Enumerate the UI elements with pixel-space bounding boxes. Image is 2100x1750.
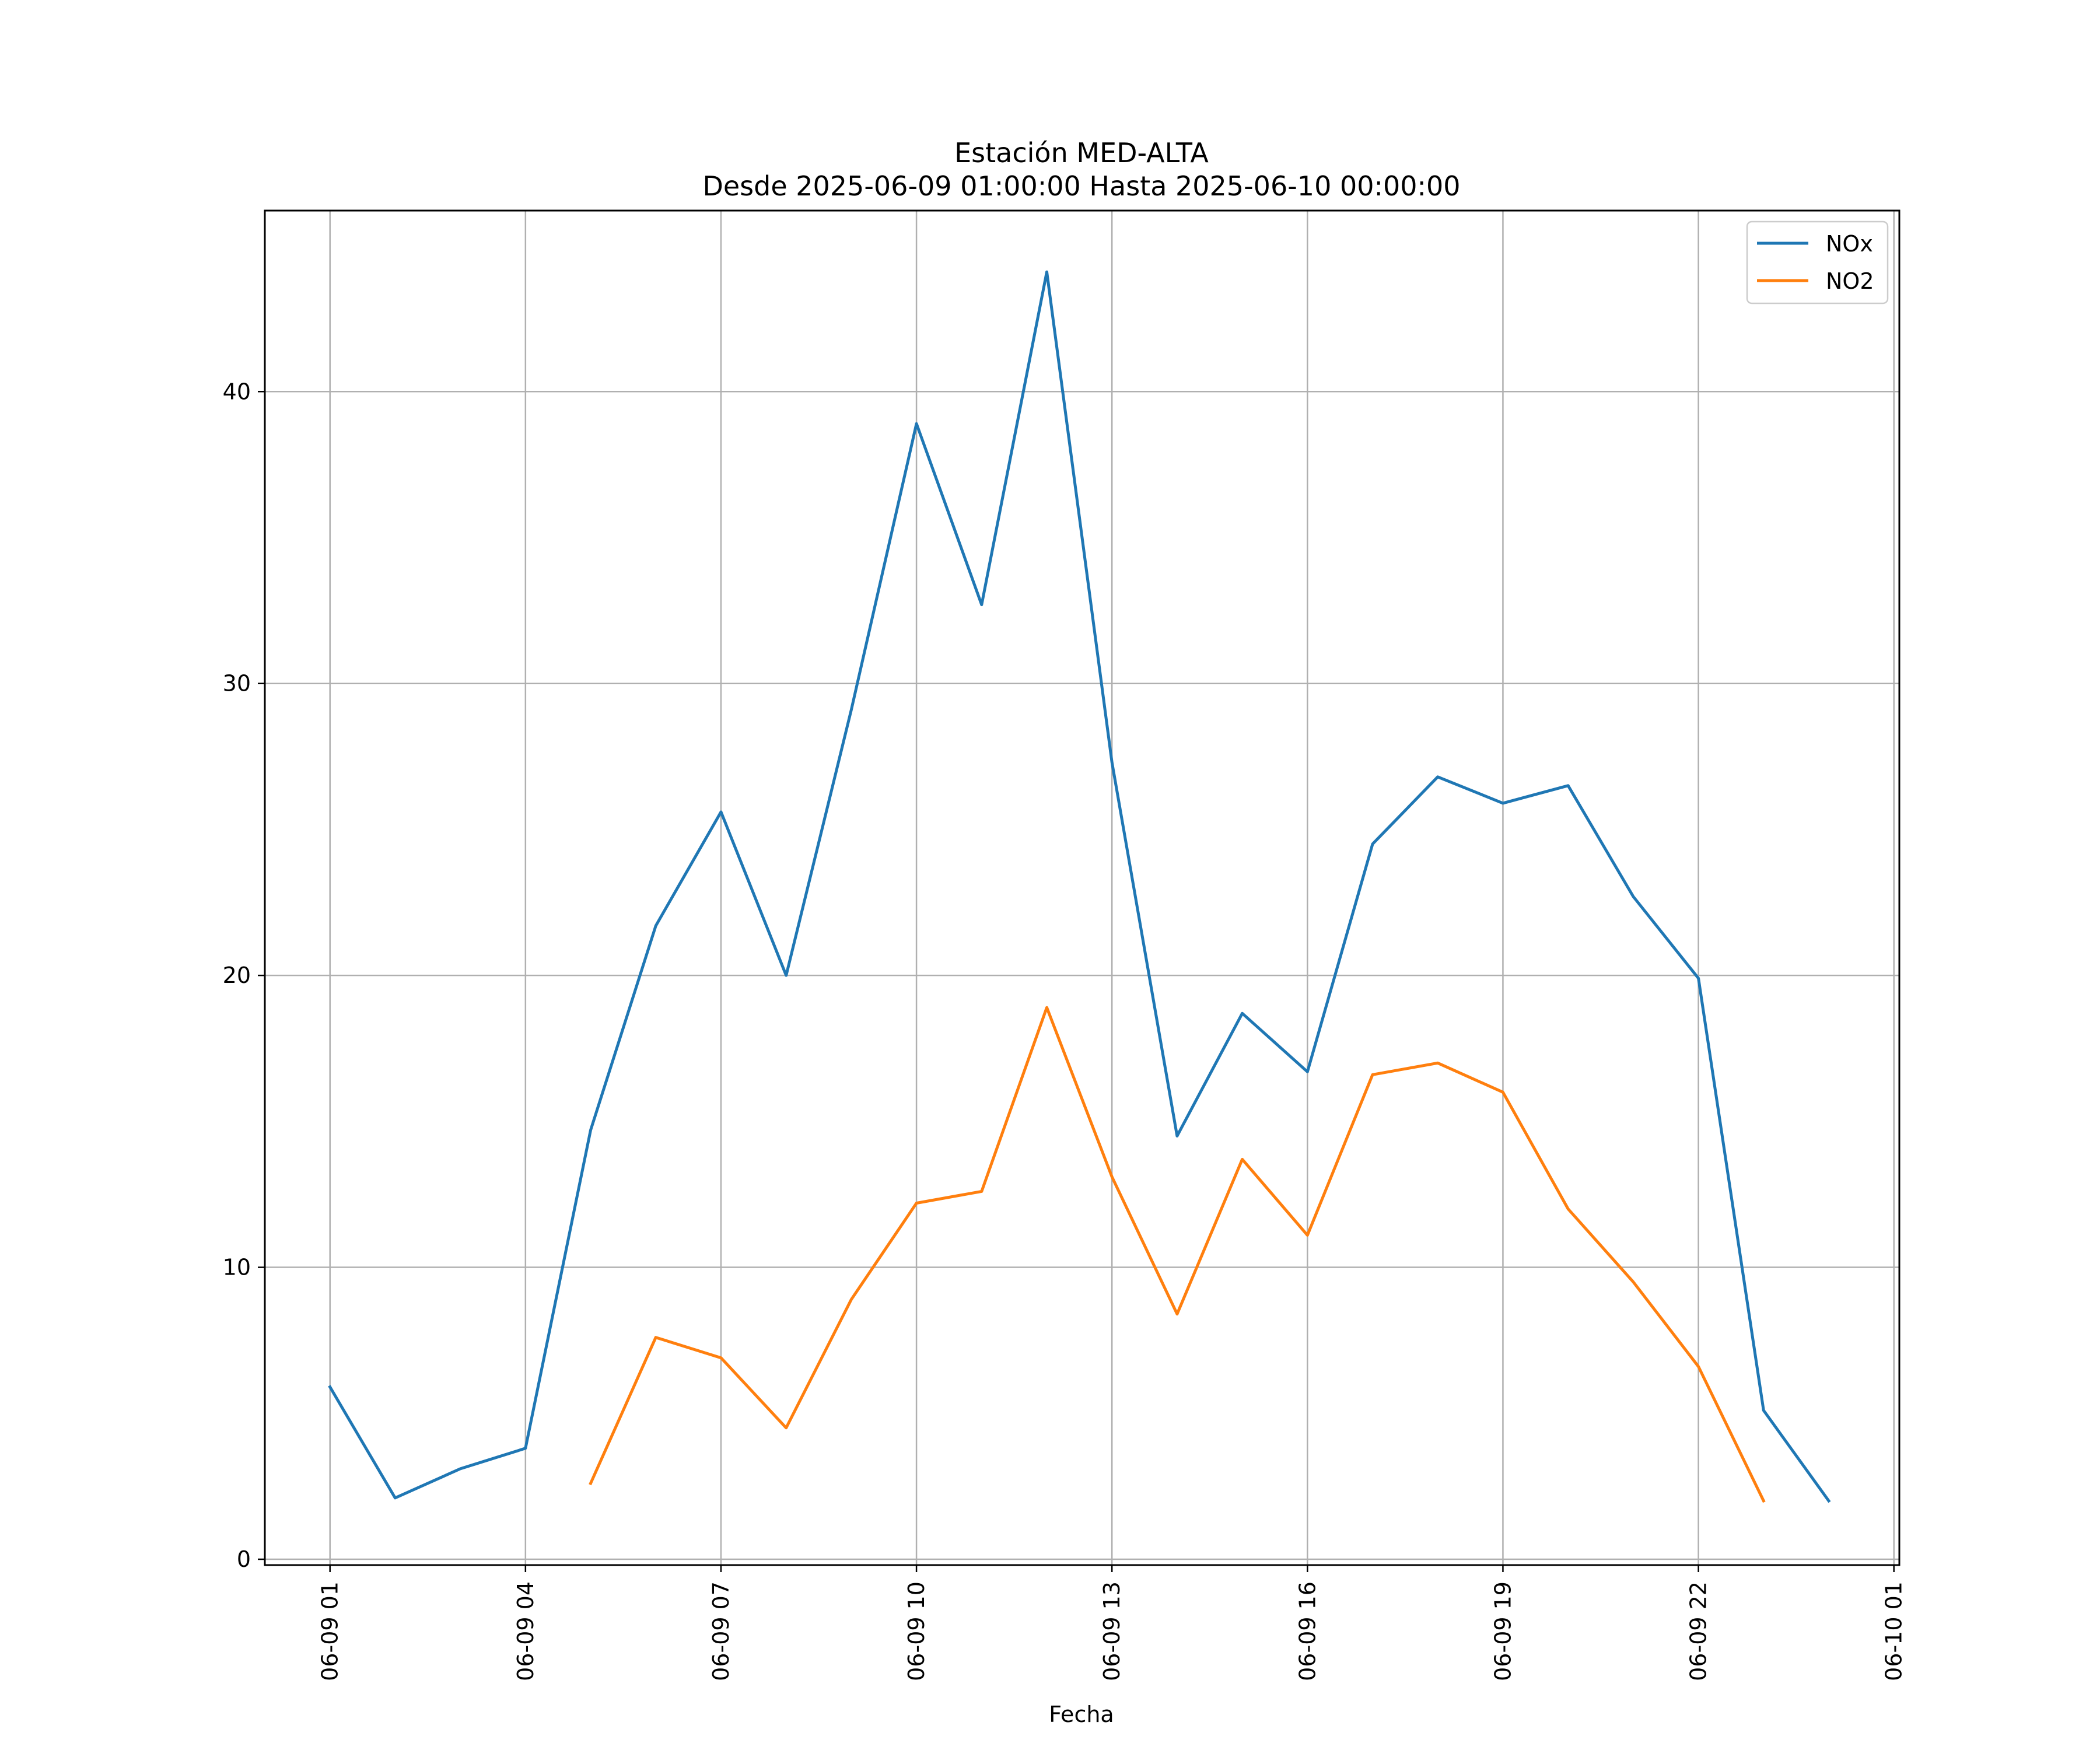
y-tick-label: 40 [223,379,251,404]
x-tick-label: 06-09 22 [1686,1581,1712,1681]
lines-layer [328,270,1831,1503]
chart-title: Estación MED-ALTA [954,137,1209,169]
x-tick-label: 06-10 01 [1881,1581,1907,1681]
x-tick-label: 06-09 13 [1099,1581,1125,1681]
x-tick-label: 06-09 10 [904,1581,929,1681]
x-tick-label: 06-09 07 [708,1581,734,1681]
x-axis-label: Fecha [1049,1702,1114,1727]
legend-label-nox: NOx [1826,231,1873,257]
y-tick-label: 20 [223,963,251,988]
legend-label-no2: NO2 [1826,268,1874,294]
y-tick-label: 10 [223,1255,251,1280]
chart-subtitle: Desde 2025-06-09 01:00:00 Hasta 2025-06-… [702,170,1460,202]
plot-frame [264,209,1901,1566]
x-tick-label: 06-09 16 [1294,1581,1320,1681]
ticks-layer: 06-09 01 06-09 04 06-09 07 06-09 10 06-09 13… [223,379,1907,1681]
y-tick-label: 30 [223,671,251,696]
x-tick-label: 06-09 04 [513,1581,538,1681]
legend: NOx NO2 [1746,220,1889,304]
x-tick-label: 06-09 01 [317,1581,343,1681]
series-line-no2 [589,1006,1766,1503]
grid-layer [265,211,1899,1565]
y-tick-label: 0 [237,1546,251,1572]
x-tick-label: 06-09 19 [1490,1581,1516,1681]
series-line-nox [328,270,1831,1503]
